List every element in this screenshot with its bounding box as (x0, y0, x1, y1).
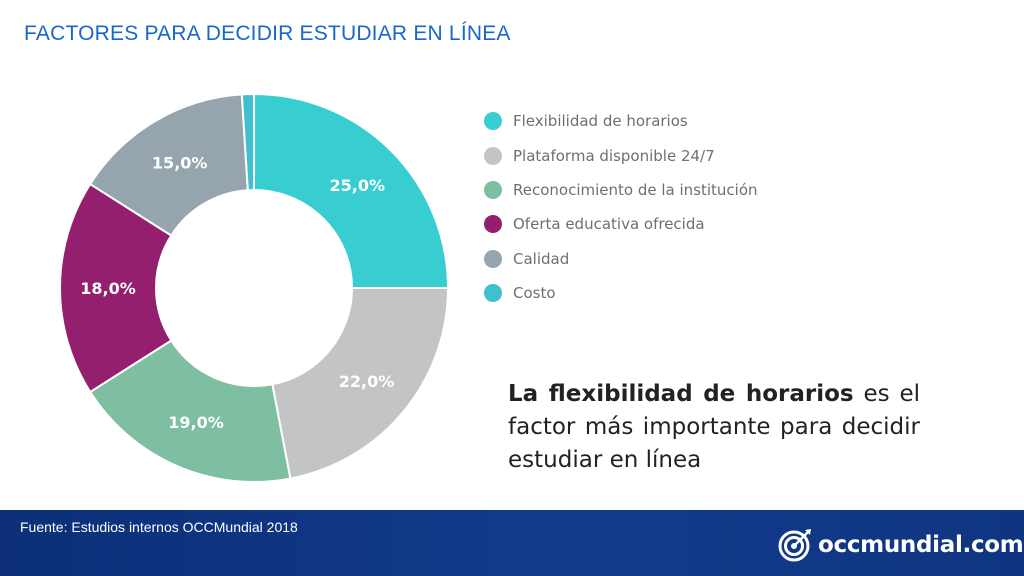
legend-swatch (484, 249, 502, 268)
slice-label-calidad: 15,0% (152, 153, 208, 172)
legend-swatch (484, 284, 502, 303)
legend-label: Costo (513, 284, 556, 303)
legend-label: Flexibilidad de horarios (513, 112, 688, 131)
brand-logo[interactable]: occmundial.com (778, 528, 1024, 562)
legend-item-reconocimiento-de-la-institucion: Reconocimiento de la institución (484, 173, 758, 207)
slice-flexibilidad-de-horarios (253, 92, 450, 289)
chart-legend: Flexibilidad de horarios Plataforma dispo… (484, 104, 758, 310)
legend-swatch (484, 180, 502, 199)
slice-plataforma-disponible-24-7 (271, 287, 450, 480)
page-title: FACTORES PARA DECIDIR ESTUDIAR EN LÍNEA (24, 22, 511, 45)
slice-label-oferta-educativa-ofrecida: 18,0% (80, 279, 136, 298)
slice-reconocimiento-de-la-institucion (88, 339, 292, 483)
legend-label: Oferta educativa ofrecida (513, 215, 705, 234)
takeaway-bold: La flexibilidad de horarios (508, 381, 854, 407)
legend-item-calidad: Calidad (484, 242, 758, 276)
slice-label-flexibilidad-de-horarios: 25,0% (329, 176, 385, 195)
legend-swatch (484, 112, 502, 131)
legend-swatch (484, 215, 502, 234)
legend-item-costo: Costo (484, 276, 758, 310)
slice-label-reconocimiento-de-la-institucion: 19,0% (168, 413, 224, 432)
takeaway-text: La flexibilidad de horarios es el factor… (508, 378, 920, 477)
target-icon (778, 529, 811, 562)
legend-swatch (484, 146, 502, 165)
slice-costo (240, 92, 255, 192)
logo-text: occmundial.com (818, 532, 1024, 558)
source-note: Fuente: Estudios internos OCCMundial 201… (20, 519, 298, 535)
legend-label: Calidad (513, 249, 570, 268)
donut-chart: 25,0% 22,0% 19,0% 18,0% 15,0% (59, 92, 450, 483)
footer-bar: Fuente: Estudios internos OCCMundial 201… (0, 510, 1024, 576)
legend-label: Reconocimiento de la institución (513, 180, 758, 199)
legend-item-oferta-educativa-ofrecida: Oferta educativa ofrecida (484, 207, 758, 241)
legend-item-flexibilidad-de-horarios: Flexibilidad de horarios (484, 104, 758, 138)
slice-label-plataforma-disponible-24-7: 22,0% (339, 372, 395, 391)
legend-item-plataforma-disponible-24-7: Plataforma disponible 24/7 (484, 138, 758, 172)
legend-label: Plataforma disponible 24/7 (513, 146, 715, 165)
takeaway-rest: es el factor más importante para decidir… (508, 381, 921, 473)
slice-oferta-educativa-ofrecida (59, 182, 173, 394)
